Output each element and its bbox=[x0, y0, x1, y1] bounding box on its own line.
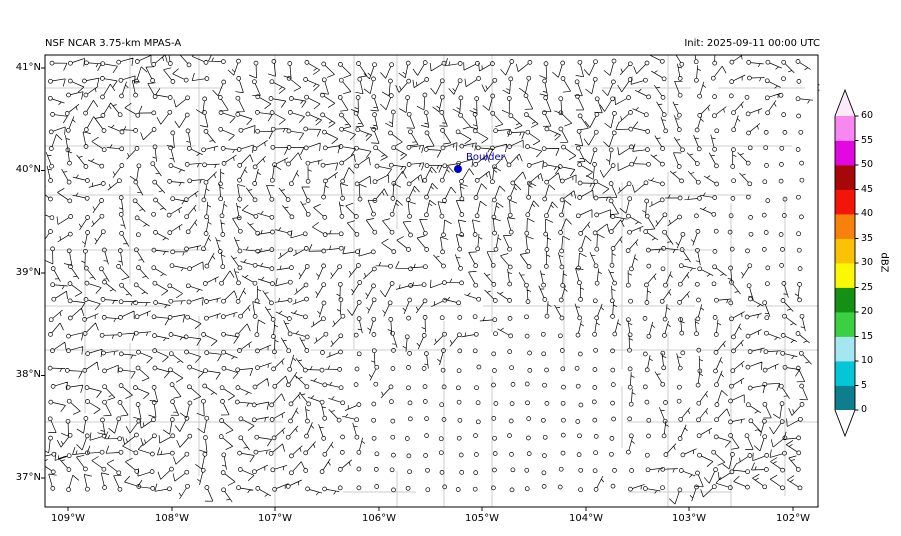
x-tick-label-102w: 102°W bbox=[776, 513, 810, 524]
colorbar-tick-label: 0 bbox=[861, 404, 868, 415]
colorbar-tick-label: 25 bbox=[861, 281, 874, 293]
map-background bbox=[45, 55, 818, 507]
boulder-label: Boulder bbox=[466, 152, 505, 163]
x-tick-label-108w: 108°W bbox=[155, 513, 189, 524]
axis-ticks bbox=[41, 67, 794, 511]
colorbar-tick-label: 55 bbox=[861, 134, 874, 146]
x-tick-label-103w: 103°W bbox=[672, 513, 706, 524]
colorbar-tick-label: 5 bbox=[861, 379, 868, 391]
colorbar-tick-label: 20 bbox=[861, 306, 874, 317]
x-tick-label-106w: 106°W bbox=[362, 513, 396, 524]
init-time: Init: 2025-09-11 00:00 UTC bbox=[684, 38, 820, 49]
colorbar-tick-label: 40 bbox=[861, 208, 874, 219]
y-tick-label-38n: 38°N bbox=[15, 369, 41, 380]
colorbar-tick-label: 50 bbox=[861, 159, 874, 170]
y-tick-label-37n: 37°N bbox=[15, 472, 41, 483]
colorbar-graphic bbox=[834, 88, 859, 438]
x-tick-label-107w: 107°W bbox=[258, 513, 292, 524]
x-tick-label-109w: 109°W bbox=[51, 513, 85, 524]
y-tick-label-39n: 39°N bbox=[15, 267, 41, 278]
colorbar-tick-label: 60 bbox=[861, 110, 874, 121]
wind-barbs-layer bbox=[45, 55, 814, 505]
colorbar-tick-label: 15 bbox=[861, 330, 874, 342]
colorbar-tick-label: 30 bbox=[861, 257, 874, 268]
x-tick-label-104w: 104°W bbox=[569, 513, 603, 524]
boulder-marker bbox=[454, 165, 462, 173]
y-tick-label-41n: 41°N bbox=[15, 62, 41, 73]
colorbar-tick-label: 45 bbox=[861, 183, 874, 195]
plot-frame bbox=[44, 54, 819, 508]
y-tick-label-40n: 40°N bbox=[15, 164, 41, 175]
model-name: NSF NCAR 3.75-km MPAS-A bbox=[45, 38, 182, 49]
colorbar-tick-label: 35 bbox=[861, 232, 874, 244]
colorbar-tick-label: 10 bbox=[861, 355, 874, 366]
x-tick-label-105w: 105°W bbox=[465, 513, 499, 524]
